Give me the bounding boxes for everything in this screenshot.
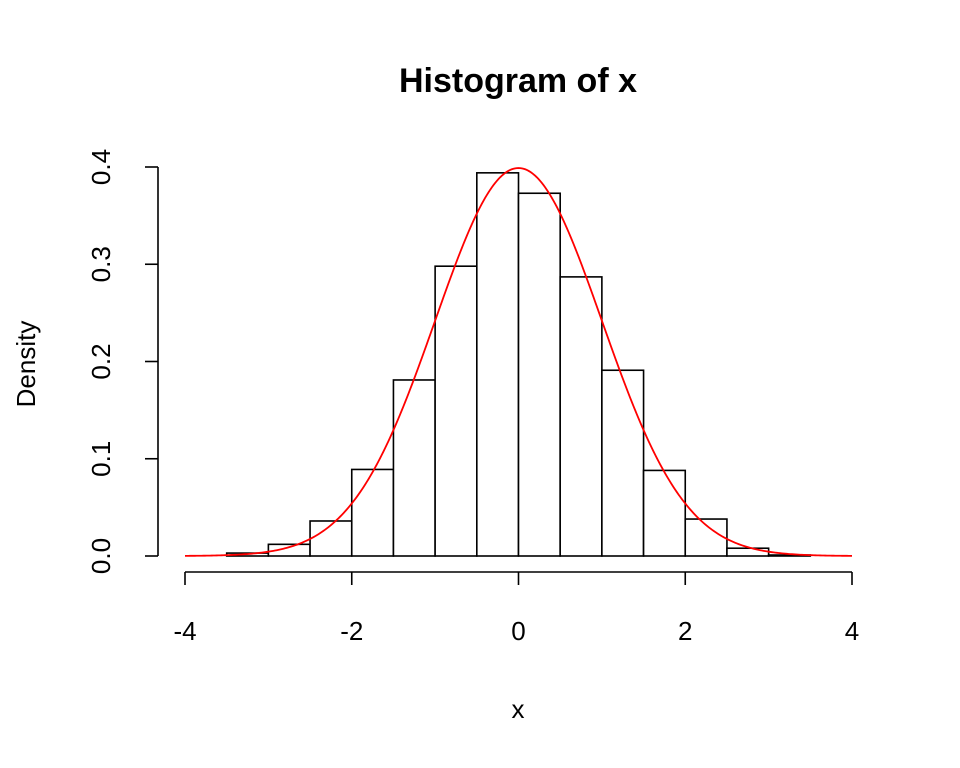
x-tick-label: 4 [845,616,859,646]
y-axis: 0.0 0.1 0.2 0.3 0.4 [86,149,159,574]
x-tick-label: -2 [340,616,363,646]
normal-density-curve [184,167,853,557]
y-tick-label: 0.4 [86,149,116,185]
histogram-bar [476,172,520,557]
x-tick-label: 2 [678,616,692,646]
histogram-bar [517,192,561,557]
histogram-bar [309,520,353,557]
x-tick-label: 0 [511,616,525,646]
histogram-bar [350,468,395,557]
chart-title: Histogram of x [399,62,637,100]
x-tick-label: -4 [173,616,196,646]
histogram-bar [559,276,603,557]
y-tick-label: 0.2 [86,343,116,379]
y-axis-label: Density [11,321,41,408]
histogram-bar [601,369,645,557]
histogram-bar [642,469,687,557]
y-tick-label: 0.1 [86,441,116,477]
histogram-bars [225,172,812,557]
histogram-bar [434,265,478,557]
histogram-bar [726,547,770,557]
x-axis-label: x [512,694,525,724]
y-tick-label: 0.3 [86,246,116,282]
x-axis: -4 -2 0 2 4 [173,571,859,646]
histogram-bar [392,379,436,557]
y-tick-label: 0.0 [86,538,116,574]
